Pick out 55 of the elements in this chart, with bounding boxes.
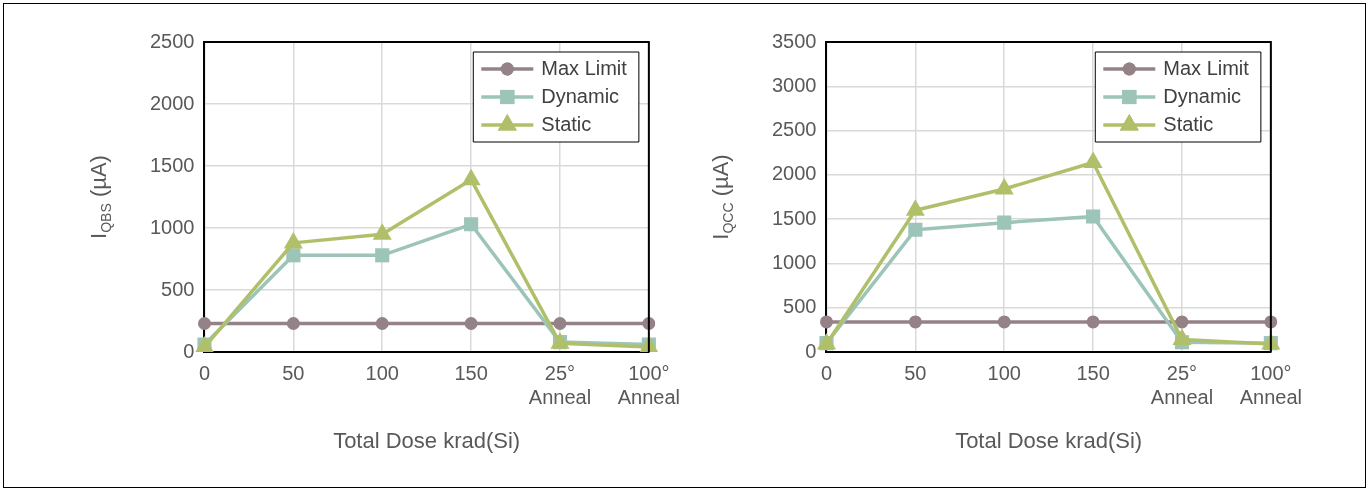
y-tick-label: 0	[183, 339, 195, 362]
y-tick-label: 0	[805, 339, 817, 362]
point	[908, 222, 923, 237]
y-tick-label: 1500	[149, 153, 195, 176]
y-tick-label: 3000	[771, 73, 817, 96]
point	[994, 178, 1014, 195]
point	[197, 316, 211, 330]
point	[283, 231, 303, 249]
x-tick-label: 100° Anneal	[1239, 361, 1302, 408]
y-tick-label: 1000	[771, 250, 817, 273]
y-tick-label: 2000	[149, 91, 195, 114]
y-tick-label: 500	[783, 295, 817, 318]
x-tick-label: 25° Anneal	[528, 361, 592, 408]
point	[286, 316, 300, 330]
y-tick-label: 2500	[771, 118, 817, 141]
y-tick-label: 500	[161, 277, 195, 300]
y-tick-label: 1000	[149, 215, 195, 238]
point	[553, 316, 567, 330]
legend-label: Max Limit	[541, 56, 628, 79]
x-tick-label: 50	[282, 361, 305, 384]
x-tick-label: 100° Anneal	[617, 361, 680, 408]
y-tick-label: 2000	[771, 162, 817, 185]
legend-label: Dynamic	[1163, 84, 1242, 107]
point	[375, 316, 389, 330]
point	[819, 315, 833, 329]
legend-label: Static	[1163, 112, 1214, 135]
x-tick-label: 150	[454, 361, 488, 384]
point	[1086, 315, 1100, 329]
point	[286, 248, 301, 263]
x-tick-label: 25° Anneal	[1150, 361, 1214, 408]
legend-label: Max Limit	[1163, 56, 1250, 79]
y-tick-label: 2500	[149, 29, 195, 52]
x-tick-label: 150	[1076, 361, 1110, 384]
x-tick-label: 100	[987, 361, 1021, 384]
point	[905, 199, 925, 216]
point	[464, 316, 478, 330]
point	[1175, 315, 1189, 329]
point	[372, 223, 392, 240]
point	[375, 248, 390, 263]
y-tick-label: 3500	[771, 29, 817, 52]
x-tick-label: 0	[198, 361, 211, 384]
legend-label: Dynamic	[541, 84, 620, 107]
point	[461, 168, 481, 186]
x-tick-label: 50	[904, 361, 927, 384]
x-tick-label: 100	[365, 361, 399, 384]
x-axis-title: Total Dose krad(Si)	[955, 428, 1143, 454]
point	[1083, 151, 1103, 168]
point	[997, 215, 1012, 230]
y-tick-label: 1500	[771, 206, 817, 229]
point	[997, 315, 1011, 329]
x-tick-label: 0	[820, 361, 833, 384]
point	[908, 315, 922, 329]
legend-label: Static	[541, 112, 592, 135]
point	[1086, 209, 1101, 224]
x-axis-title: Total Dose krad(Si)	[333, 428, 521, 454]
